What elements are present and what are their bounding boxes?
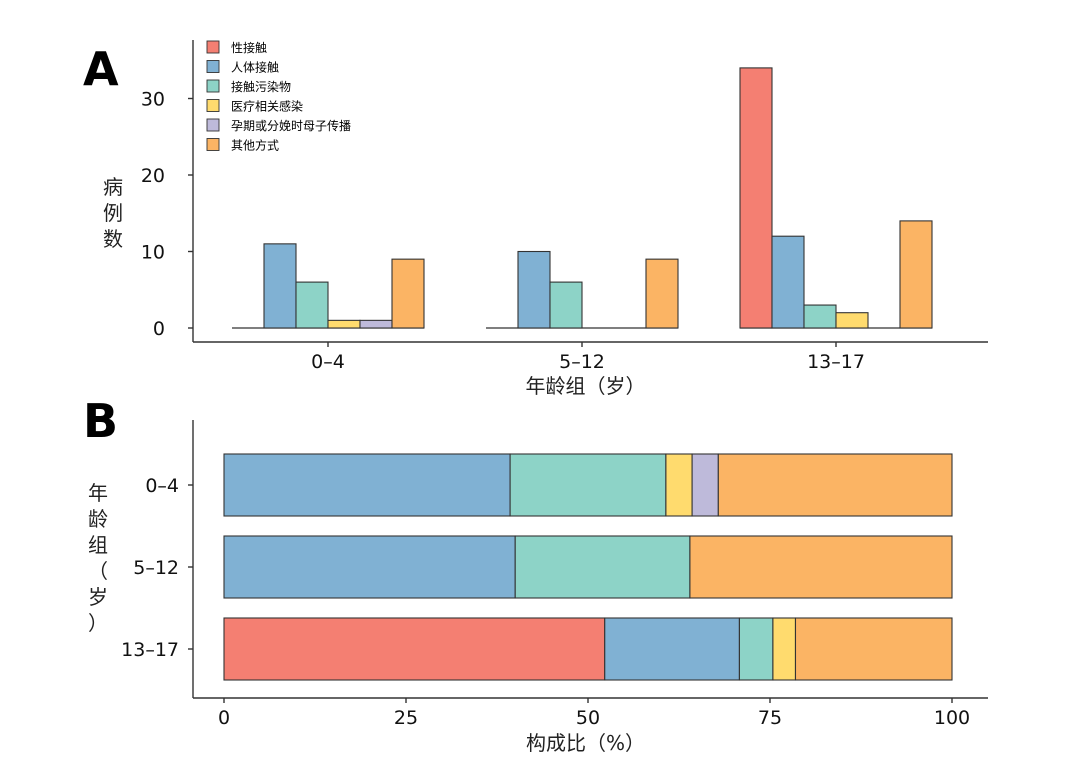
stacked-segment (689, 535, 953, 599)
legend-label: 其他方式 (231, 138, 279, 153)
bar (263, 243, 297, 329)
x-tick-label: 25 (394, 707, 418, 729)
legend-swatch (206, 79, 220, 93)
x-axis-label: 构成比（%） (526, 731, 645, 755)
bar (645, 258, 679, 329)
legend-swatch (206, 60, 220, 73)
y-tick-label: 0–4 (145, 475, 179, 497)
y-tick-label: 20 (141, 165, 165, 187)
y-tick-label: 0 (153, 318, 165, 340)
x-tick-label: 0–4 (311, 351, 345, 373)
legend-swatch (206, 40, 220, 54)
x-axis-label: 年龄组（岁） (526, 374, 646, 398)
bar (803, 304, 837, 329)
stacked-segment (509, 453, 667, 517)
bar (327, 319, 361, 329)
legend-swatch (206, 138, 220, 151)
stacked-segment (223, 453, 511, 517)
stacked-segment (665, 453, 693, 517)
legend-label: 医疗相关感染 (231, 99, 303, 114)
legend-label: 接触污染物 (231, 79, 291, 94)
legend-label: 人体接触 (231, 60, 279, 75)
panel-a-letter: A (83, 42, 119, 96)
stacked-segment (604, 617, 740, 681)
y-axis-label: 病例数 (103, 175, 123, 251)
stacked-segment (514, 535, 691, 599)
x-tick-label: 100 (934, 707, 970, 729)
stacked-segment (223, 617, 606, 681)
legend-label: 孕期或分娩时母子传播 (231, 118, 351, 133)
stacked-segment (717, 453, 953, 517)
stacked-segment (691, 453, 719, 517)
y-axis-label: 年龄组（岁） (88, 481, 108, 635)
legend-swatch (206, 118, 220, 132)
panel-a-bar-chart: 0 10 20 30 0–4 5–12 13–17 年龄组（岁） 病例数 性接触人体接触接触污染物… (103, 40, 988, 398)
bar (739, 67, 773, 329)
bar (359, 319, 393, 329)
y-tick-label: 30 (141, 89, 165, 111)
bar (517, 250, 551, 329)
bar (899, 220, 933, 329)
legend-label: 性接触 (231, 40, 267, 55)
x-tick-label: 75 (758, 707, 782, 729)
bar (771, 235, 805, 329)
bar (835, 312, 869, 329)
x-tick-label: 5–12 (559, 351, 605, 373)
y-tick-label: 5–12 (133, 557, 179, 579)
bar (549, 281, 583, 329)
panel-b-letter: B (83, 394, 118, 448)
legend-swatch (206, 99, 220, 112)
bar (295, 281, 329, 329)
panel-b-stacked-bar-chart: 0–4 5–12 13–17 0 25 50 75 100 构成比（%） 年龄组（岁） (88, 420, 988, 755)
stacked-segment (772, 617, 797, 681)
stacked-segment (738, 617, 774, 681)
x-tick-label: 13–17 (807, 351, 865, 373)
y-tick-label: 10 (141, 242, 165, 264)
stacked-segment (794, 617, 953, 681)
stacked-segment (223, 535, 516, 599)
y-tick-label: 13–17 (121, 639, 179, 661)
x-tick-label: 0 (218, 707, 230, 729)
bar (391, 258, 425, 329)
x-tick-label: 50 (576, 707, 600, 729)
